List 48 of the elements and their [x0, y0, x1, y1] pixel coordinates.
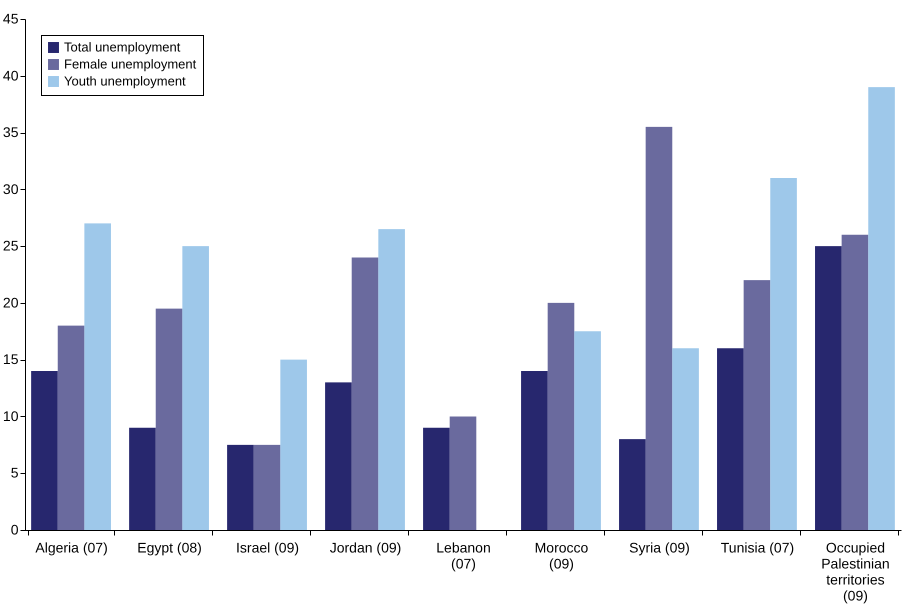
bar	[227, 444, 254, 530]
x-tick-label: Tunisia (07)	[720, 540, 794, 556]
bar	[378, 229, 405, 530]
bar	[450, 416, 476, 530]
bar	[84, 223, 111, 530]
x-tick-label: Syria (09)	[629, 540, 690, 556]
y-tick-label: 35	[2, 124, 19, 140]
x-tick-label: Occupied Palestinian territories (09)	[821, 540, 890, 604]
bar	[868, 87, 895, 530]
bar	[521, 371, 548, 530]
bar	[31, 371, 58, 530]
bar	[280, 360, 307, 530]
bar	[646, 126, 672, 530]
y-tick-label: 15	[2, 351, 19, 368]
bar	[548, 302, 574, 530]
bar	[770, 178, 797, 530]
bar	[717, 348, 744, 530]
x-tick-label: Jordan (09)	[330, 540, 402, 556]
legend-label: Total unemployment	[64, 40, 181, 54]
bar	[129, 428, 156, 530]
legend-label: Youth unemployment	[64, 74, 186, 88]
y-tick-label: 45	[2, 10, 19, 26]
y-tick-label: 5	[10, 464, 19, 481]
bar	[574, 331, 601, 530]
bar	[423, 428, 450, 530]
bar	[744, 280, 770, 530]
x-tick-label: Lebanon (07)	[436, 540, 491, 572]
y-tick-label: 0	[10, 522, 19, 538]
bar	[672, 348, 699, 530]
bar	[58, 326, 84, 530]
bar	[182, 246, 209, 530]
bar	[842, 234, 868, 530]
bar	[352, 257, 378, 530]
x-tick-label: Algeria (07)	[35, 540, 108, 556]
y-tick-label: 25	[2, 238, 19, 254]
x-tick-label: Egypt (08)	[137, 540, 202, 556]
bar	[254, 444, 280, 530]
bar	[619, 439, 646, 530]
y-tick-label: 10	[2, 408, 19, 424]
y-tick-label: 20	[2, 294, 19, 310]
bar	[325, 382, 352, 530]
y-tick-label: 30	[2, 180, 19, 197]
x-tick-label: Morocco (09)	[534, 540, 589, 572]
x-tick-label: Israel (09)	[236, 540, 300, 556]
bar	[815, 246, 842, 530]
y-tick-label: 40	[2, 67, 19, 84]
legend-label: Female unemployment	[64, 56, 197, 72]
bar	[156, 308, 182, 530]
